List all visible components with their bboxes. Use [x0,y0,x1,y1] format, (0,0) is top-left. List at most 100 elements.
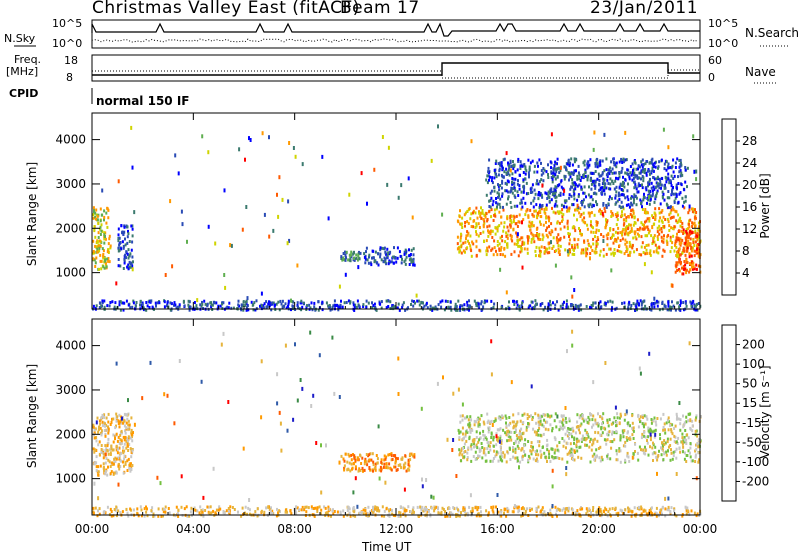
power-echo-cell [625,216,628,220]
power-echo-cell [667,177,670,181]
velocity-echo-cell [360,462,363,465]
power-echo-cell [166,304,168,308]
velocity-echo-cell [118,467,121,471]
velocity-echo-cell [647,426,650,430]
velocity-echo-cell [97,465,100,469]
power-echo-cell [557,233,560,237]
velocity-echo-cell [609,514,612,518]
power-echo-cell [340,299,342,303]
power-echo-cell [553,204,556,208]
power-echo-cell [515,242,518,246]
velocity-echo-cell [248,508,251,512]
power-echo-cell [688,255,691,259]
power-echo-cell [502,229,505,233]
velocity-echo-cell [124,462,127,466]
power-echo-cell [92,239,95,243]
velocity-echo-cell [590,448,593,452]
power-echo-cell [618,249,621,253]
velocity-echo-cell [318,505,321,509]
velocity-echo-cell [305,510,308,514]
velocity-echo-cell [628,459,631,463]
velocity-echo-cell [390,452,393,456]
velocity-echo-cell [543,413,546,417]
power-echo-cell [566,227,569,231]
power-echo-cell [131,240,134,244]
power-echo-cell [495,249,497,253]
velocity-echo-cell [593,458,596,462]
power-echo-cell [105,211,108,215]
power-echo-cell [630,304,633,307]
velocity-echo-cell [618,416,621,420]
power-echo-cell [669,250,672,254]
power-echo-cell [404,262,407,266]
power-echo-cell [470,212,473,216]
power-echo-cell [621,161,624,164]
power-echo-cell [542,179,545,183]
power-echo-cell [469,244,472,248]
velocity-echo-cell [556,448,559,452]
power-echo-cell [640,221,643,225]
power-echo-cell [599,300,602,304]
power-echo-cell [632,201,635,205]
velocity-echo-cell [539,422,542,426]
power-echo-cell [488,158,491,162]
power-echo-cell [602,254,605,258]
power-echo-cell [669,211,672,215]
velocity-echo-cell [512,455,515,459]
velocity-echo-cell [643,430,646,434]
power-echo-cell [373,260,376,264]
power-echo-cell [674,209,677,213]
velocity-echo-cell [104,424,107,428]
velocity-echo-cell [487,430,490,434]
power-echo-cell [251,303,254,307]
velocity-echo-cell [466,430,469,434]
velocity-echo-cell [634,450,636,453]
power-scatter-cell [688,204,691,209]
velocity-echo-cell [469,429,472,433]
velocity-echo-cell [524,511,527,515]
power-echo-cell [675,183,678,187]
power-echo-cell [518,238,521,242]
power-echo-cell [644,186,647,190]
velocity-echo-cell [126,469,129,472]
velocity-echo-cell [106,428,109,432]
velocity-echo-cell [366,511,369,515]
power-echo-cell [540,204,543,208]
velocity-echo-cell [546,438,549,442]
velocity-echo-cell [482,451,485,455]
velocity-echo-cell [444,515,447,518]
power-echo-cell [525,192,528,196]
velocity-echo-cell [113,457,116,461]
power-echo-cell [646,234,649,238]
power-echo-cell [94,265,97,268]
power-echo-cell [589,223,592,227]
velocity-echo-cell [385,466,388,470]
velocity-echo-cell [364,457,367,461]
velocity-echo-cell [562,507,565,511]
power-echo-cell [503,225,506,229]
velocity-echo-cell [589,412,591,416]
power-echo-cell [99,207,102,211]
velocity-echo-cell [626,438,629,442]
power-scatter-cell [276,192,278,197]
power-echo-cell [576,184,579,188]
power-echo-cell [589,305,591,309]
power-echo-cell [696,247,698,251]
power-echo-cell [472,225,475,229]
velocity-echo-cell [286,510,288,514]
power-echo-cell [674,242,677,246]
velocity-echo-cell [130,428,133,432]
power-echo-cell [200,304,203,308]
power-echo-cell [675,261,678,265]
velocity-echo-cell [385,507,388,511]
power-echo-cell [637,164,640,168]
power-echo-cell [573,197,576,201]
velocity-echo-cell [339,510,342,514]
power-echo-cell [610,252,613,256]
power-echo-cell [681,225,684,229]
power-echo-cell [596,242,599,246]
power-echo-cell [609,166,612,170]
power-echo-cell [502,175,505,179]
power-echo-cell [581,218,584,222]
velocity-echo-cell [146,514,149,518]
